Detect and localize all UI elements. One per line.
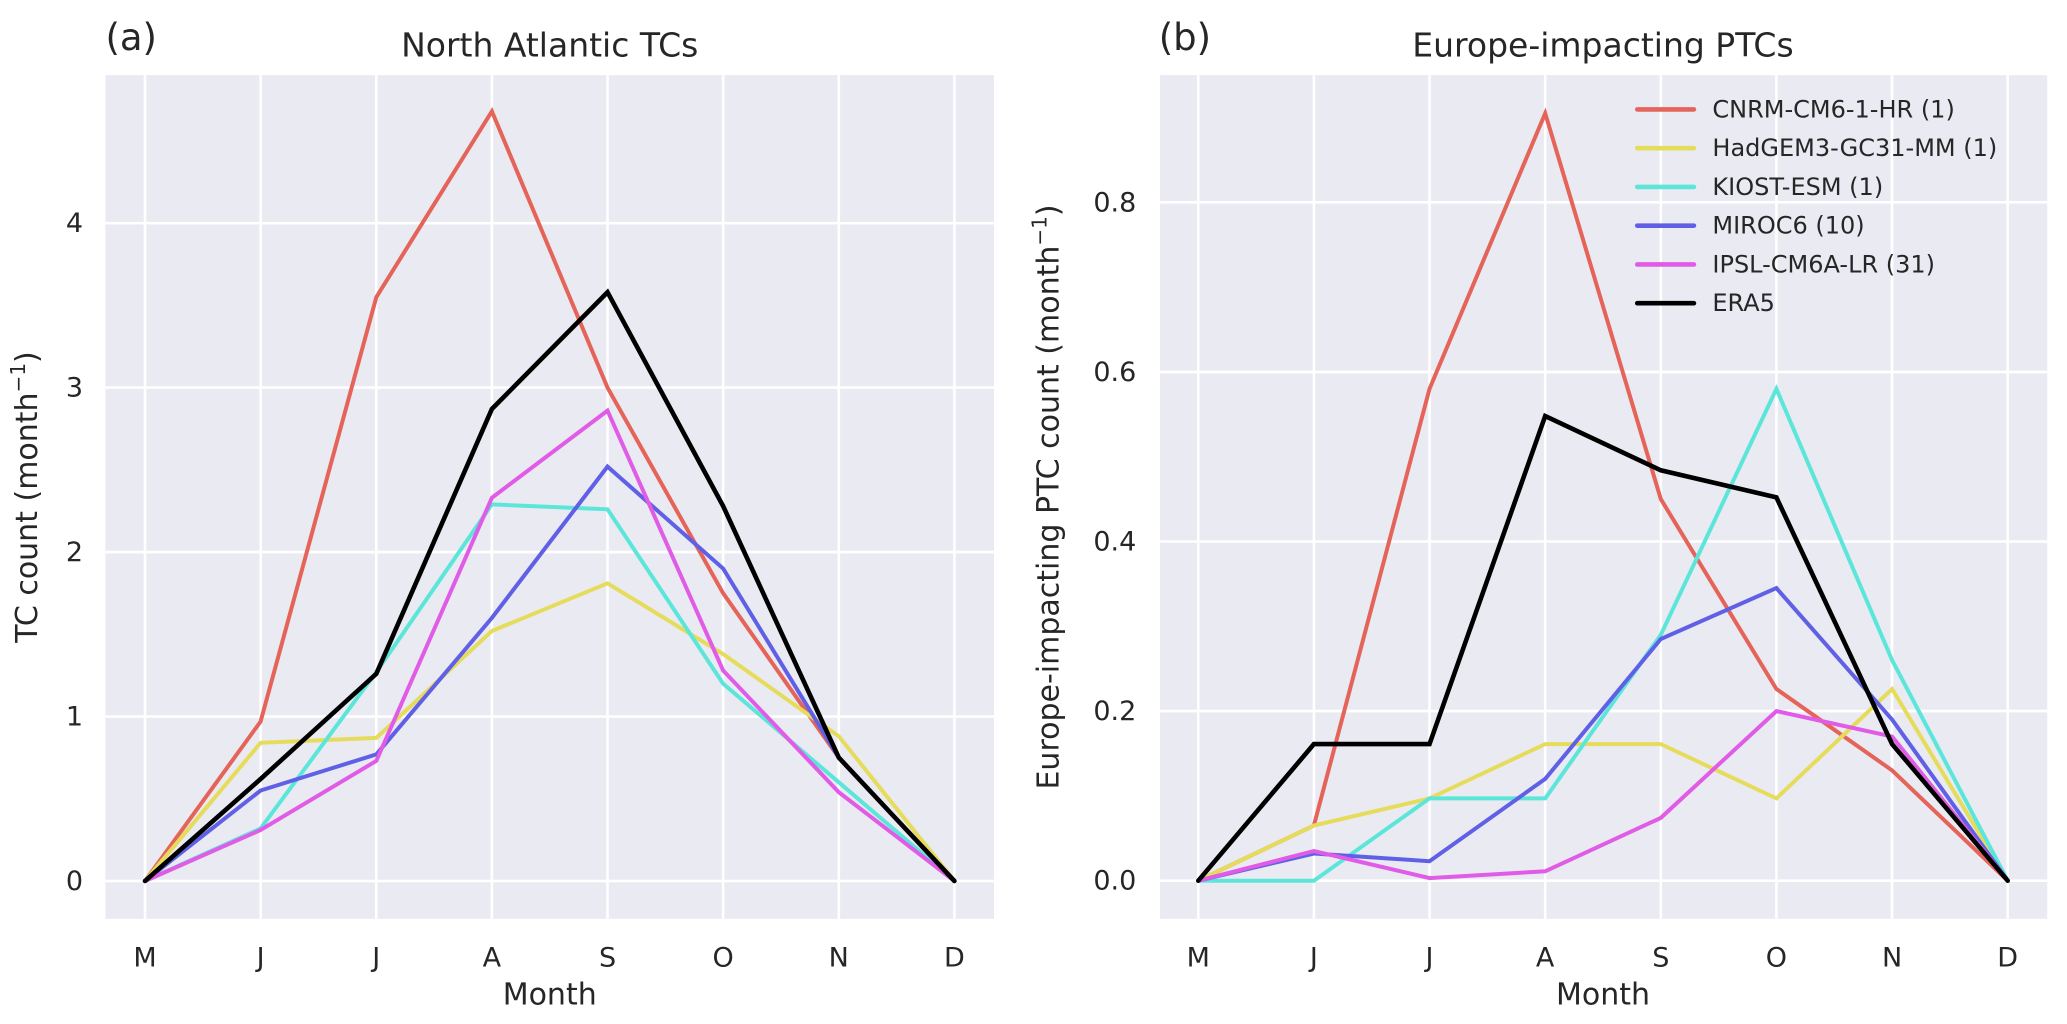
x-axis-label: Month xyxy=(503,977,597,1012)
y-tick-label: 4 xyxy=(66,208,83,239)
x-tick-label: J xyxy=(370,942,380,973)
x-tick-label: J xyxy=(1308,942,1318,973)
y-axis-label: TC count (month−1) xyxy=(6,351,45,644)
y-tick-label: 0.0 xyxy=(1093,866,1136,897)
legend-label: MIROC6 (10) xyxy=(1712,212,1864,240)
y-tick-label: 2 xyxy=(66,537,83,568)
x-tick-label: N xyxy=(829,942,849,973)
y-tick-label: 0 xyxy=(66,866,83,897)
x-tick-label: J xyxy=(1424,942,1434,973)
x-tick-label: A xyxy=(1536,942,1555,973)
y-tick-label: 0.8 xyxy=(1093,187,1136,218)
series-line xyxy=(1196,384,2010,883)
y-tick-label: 3 xyxy=(66,373,83,404)
plot-area xyxy=(105,75,994,919)
panel-a: 0 1 2 3 4 M J J A S O N D North Atlantic TCs (a) Month T… xyxy=(6,16,994,1012)
legend: CNRM-CM6-1-HR (1) HadGEM3-GC31-MM (1) KIOS… xyxy=(1634,95,1997,317)
y-tick-label: 0.6 xyxy=(1093,357,1136,388)
series-line xyxy=(1196,708,2010,883)
x-tick-label: O xyxy=(713,942,734,973)
series-line xyxy=(142,288,957,884)
y-tick-label: 0.4 xyxy=(1093,526,1136,557)
x-tick-label: J xyxy=(255,942,265,973)
panel-label: (b) xyxy=(1159,16,1211,59)
x-axis-label: Month xyxy=(1556,977,1650,1012)
y-tick-label: 1 xyxy=(66,702,83,733)
x-tick-label: O xyxy=(1766,942,1787,973)
x-tick-label: S xyxy=(1652,942,1669,973)
legend-label: HadGEM3-GC31-MM (1) xyxy=(1712,134,1997,162)
chart-title: Europe-impacting PTCs xyxy=(1412,26,1793,65)
legend-label: KIOST-ESM (1) xyxy=(1712,173,1883,201)
series-line xyxy=(1196,412,2010,884)
x-tick-label: D xyxy=(944,942,965,973)
series-line xyxy=(1196,107,2010,883)
panel-label: (a) xyxy=(105,16,157,59)
series-line xyxy=(143,407,957,883)
x-tick-label: S xyxy=(599,942,616,973)
legend-label: IPSL-CM6A-LR (31) xyxy=(1712,250,1935,278)
chart-title: North Atlantic TCs xyxy=(401,26,698,65)
series-line xyxy=(143,106,957,883)
x-tick-label: M xyxy=(133,942,156,973)
x-tick-label: N xyxy=(1882,942,1902,973)
y-axis-label: Europe-impacting PTC count (month−1) xyxy=(1028,204,1067,789)
panel-b: 0.0 0.2 0.4 0.6 0.8 M J J A S O N D Europe-impacting … xyxy=(1028,16,2048,1012)
legend-label: CNRM-CM6-1-HR (1) xyxy=(1712,95,1954,123)
series-line xyxy=(143,463,957,883)
y-tick-label: 0.2 xyxy=(1093,696,1136,727)
x-tick-label: M xyxy=(1187,942,1210,973)
x-tick-label: A xyxy=(483,942,502,973)
legend-label: ERA5 xyxy=(1712,289,1775,317)
x-tick-label: D xyxy=(1997,942,2018,973)
series-line xyxy=(143,502,957,883)
